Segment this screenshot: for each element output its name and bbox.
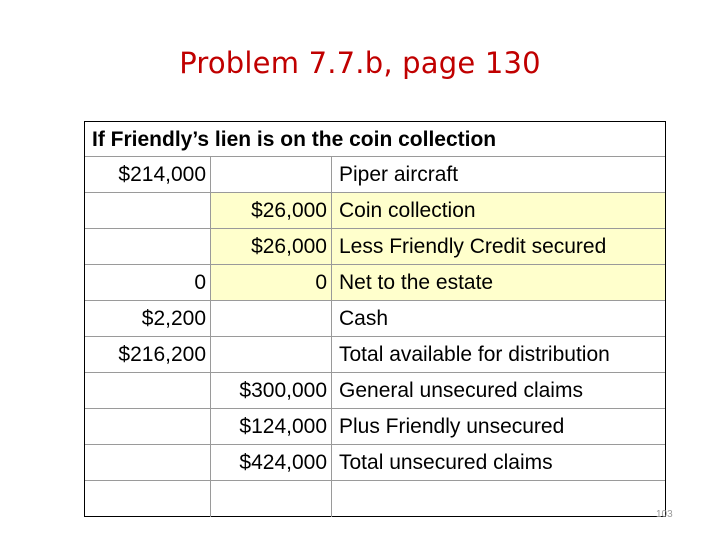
table-cell-amount: 0 — [211, 265, 332, 300]
table-cell-amount — [85, 481, 211, 517]
table-cell-amount: $26,000 — [211, 229, 332, 264]
table-cell-label: Cash — [339, 307, 389, 330]
table-cell-amount — [211, 481, 332, 517]
table-cell-amount — [85, 445, 211, 480]
page-number: 103 — [656, 509, 673, 520]
table-cell-amount — [211, 337, 332, 372]
table-row: $424,000 Total unsecured claims — [85, 445, 665, 481]
table-row: $214,000 Piper aircraft — [85, 157, 665, 193]
table-row: $216,200 Total available for distributio… — [85, 337, 665, 373]
table-row: $124,000 Plus Friendly unsecured — [85, 409, 665, 445]
table-cell-amount: $214,000 — [85, 157, 211, 192]
table-cell-label: Less Friendly Credit secured — [332, 229, 665, 264]
table-cell-label — [332, 481, 665, 517]
table-cell-amount — [85, 229, 211, 264]
table-cell-amount: $124,000 — [211, 409, 332, 444]
table-row: $300,000 General unsecured claims — [85, 373, 665, 409]
table-cell-amount: $2,200 — [85, 301, 211, 336]
table-row: $26,000 Less Friendly Credit secured — [85, 229, 665, 265]
table-cell-amount — [211, 301, 332, 336]
distribution-table: If Friendly’s lien is on the coin collec… — [84, 121, 666, 517]
table-row: $2,200 Cash — [85, 301, 665, 337]
table-cell-label: Net to the estate — [332, 265, 665, 300]
table-cell-label: Plus Friendly unsecured — [339, 415, 565, 438]
table-cell-amount: 0 — [85, 265, 211, 300]
table-cell-amount: $300,000 — [211, 373, 332, 408]
table-row — [85, 481, 665, 517]
table-cell-amount — [85, 409, 211, 444]
table-cell-amount — [211, 157, 332, 192]
table-cell-amount — [85, 373, 211, 408]
table-cell-label: Total unsecured claims — [339, 451, 553, 474]
slide-title: Problem 7.7.b, page 130 — [179, 46, 541, 80]
table-row: 0 0 Net to the estate — [85, 265, 665, 301]
table-cell-label: General unsecured claims — [339, 379, 583, 402]
table-cell-label: Coin collection — [332, 193, 665, 228]
table-cell-label: Total available for distribution — [339, 343, 610, 366]
table-body: $214,000 Piper aircraft $26,000 Coin col… — [85, 157, 665, 517]
table-cell-amount: $26,000 — [211, 193, 332, 228]
table-row: $26,000 Coin collection — [85, 193, 665, 229]
table-cell-amount — [85, 193, 211, 228]
table-cell-amount: $216,200 — [85, 337, 211, 372]
table-caption: If Friendly’s lien is on the coin collec… — [85, 122, 665, 157]
table-cell-amount: $424,000 — [211, 445, 332, 480]
table-cell-label: Piper aircraft — [339, 163, 459, 186]
